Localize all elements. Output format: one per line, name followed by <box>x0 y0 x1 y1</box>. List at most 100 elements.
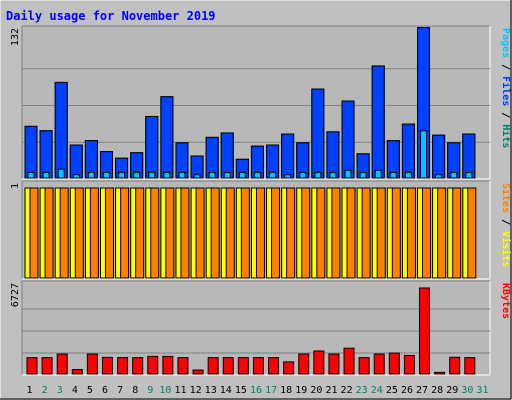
pages-bar <box>465 172 473 179</box>
sites-bar <box>467 187 477 279</box>
day-label: 14 <box>220 385 232 396</box>
kbytes-bar <box>56 353 68 375</box>
pages-bar <box>178 172 186 179</box>
sites-bar <box>361 187 371 279</box>
sites-bar <box>346 187 356 279</box>
pages-bar <box>344 169 352 179</box>
day-label: 3 <box>57 385 63 396</box>
files-bar <box>69 144 83 179</box>
day-label: 29 <box>446 385 458 396</box>
kbytes-bar <box>132 357 144 375</box>
legend-entry: / <box>500 213 511 231</box>
kbytes-bar <box>449 356 461 375</box>
legend-entry: KBytes <box>500 283 511 319</box>
sites-bar <box>74 187 84 279</box>
pages-bar <box>420 130 428 179</box>
day-label: 20 <box>310 385 322 396</box>
kbytes-bar <box>177 357 189 375</box>
legend: Pages / Files / Hits <box>500 28 512 148</box>
kbytes-bar <box>101 356 113 375</box>
sites-bar <box>120 187 130 279</box>
kbytes-bar <box>162 355 174 375</box>
sites-bar <box>376 187 386 279</box>
y-max-label: 132 <box>10 28 21 46</box>
day-label: 19 <box>295 385 307 396</box>
day-label: 5 <box>87 385 93 396</box>
day-label: 4 <box>72 385 78 396</box>
visits-sites-panel: 1 Sites / Visits <box>10 180 512 280</box>
pages-bar <box>253 172 261 179</box>
day-label: 16 <box>250 385 262 396</box>
pages-bar <box>42 172 50 179</box>
sites-bar <box>301 187 311 279</box>
kbytes-bar <box>464 357 476 375</box>
kbytes-bar <box>237 357 249 375</box>
sites-bar <box>437 187 447 279</box>
y-max-label: 6727 <box>10 283 21 307</box>
files-bar <box>160 96 174 179</box>
day-label: 21 <box>325 385 337 396</box>
pages-bar <box>329 172 337 179</box>
kbytes-bar <box>373 353 385 375</box>
pages-bar <box>163 172 171 179</box>
sites-bar <box>240 187 250 279</box>
files-bar <box>462 133 476 179</box>
day-label: 11 <box>174 385 186 396</box>
legend: Sites / Visits <box>500 183 512 267</box>
files-bar <box>341 100 355 179</box>
files-bar <box>401 123 415 179</box>
pages-bar <box>314 172 322 179</box>
pages-bar <box>72 174 80 179</box>
sites-bar <box>180 187 190 279</box>
pages-bar <box>374 169 382 179</box>
sites-bar <box>225 187 235 279</box>
files-bar <box>220 132 234 179</box>
sites-bar <box>104 187 114 279</box>
kbytes-bar <box>207 357 219 375</box>
files-bar <box>24 125 38 179</box>
day-label: 9 <box>147 385 153 396</box>
pages-bar <box>148 172 156 179</box>
sites-bar <box>195 187 205 279</box>
files-bar <box>311 88 325 179</box>
kbytes-bar <box>192 369 204 375</box>
y-max-label: 1 <box>10 183 21 189</box>
kbytes-bar <box>298 353 310 375</box>
day-label: 12 <box>190 385 202 396</box>
pages-bar <box>87 172 95 179</box>
kbytes-bar <box>328 353 340 375</box>
kbytes-bar <box>117 357 129 375</box>
kbytes-bar <box>388 352 400 375</box>
day-label: 26 <box>401 385 413 396</box>
kbytes-bar <box>268 357 280 375</box>
day-label: 13 <box>205 385 217 396</box>
sites-bar <box>255 187 265 279</box>
day-label: 30 <box>461 385 473 396</box>
day-label: 10 <box>159 385 171 396</box>
kbytes-bar <box>222 357 234 375</box>
files-bar <box>326 131 340 179</box>
pages-bar <box>118 172 126 179</box>
day-label: 22 <box>341 385 353 396</box>
hits-files-pages-panel: 132 Pages / Files / Hits <box>10 25 512 180</box>
pages-bar <box>299 172 307 179</box>
kbytes-bar <box>313 350 325 375</box>
sites-bar <box>59 187 69 279</box>
pages-bar <box>223 172 231 179</box>
day-label: 28 <box>431 385 443 396</box>
sites-bar <box>150 187 160 279</box>
sites-bar <box>406 187 416 279</box>
day-label: 8 <box>132 385 138 396</box>
pages-bar <box>133 172 141 179</box>
sites-bar <box>135 187 145 279</box>
pages-bar <box>238 172 246 179</box>
kbytes-bar <box>147 355 159 375</box>
sites-bar <box>391 187 401 279</box>
pages-bar <box>269 172 277 179</box>
day-label: 7 <box>117 385 123 396</box>
files-bar <box>54 81 68 179</box>
kbytes-bar <box>403 354 415 375</box>
day-label: 1 <box>27 385 33 396</box>
kbytes-bar <box>252 357 264 375</box>
